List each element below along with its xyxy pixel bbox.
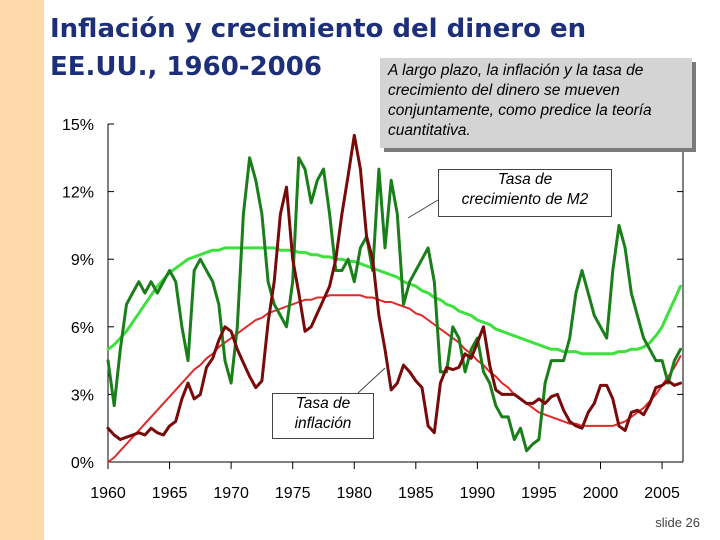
- x-tick-label: 1970: [213, 485, 249, 502]
- m2-callout-line-1: Tasa de: [497, 171, 553, 188]
- x-tick-label: 1975: [275, 485, 311, 502]
- slide-title: Inflación y crecimiento del dinero en EE…: [50, 10, 586, 86]
- m2-callout: Tasa de crecimiento de M2: [438, 169, 612, 217]
- y-tick-label: 6%: [71, 320, 94, 337]
- annotation-box: A largo plazo, la inflación y la tasa de…: [380, 58, 692, 148]
- m2-callout-line-2: crecimiento de M2: [461, 191, 589, 208]
- slide-number: slide 26: [655, 515, 700, 530]
- m2-trend-line: [106, 246, 682, 356]
- chart-ticks: 0% 3% 6% 9% 12% 15% 1960 1965 1970 1975 1980 1985 19…: [62, 117, 683, 502]
- annotation-line-1: A largo plazo, la inflación y la tasa de: [388, 62, 644, 79]
- inflation-trend-line: [107, 294, 682, 463]
- x-tick-label: 2000: [583, 485, 619, 502]
- y-tick-label: 3%: [71, 387, 94, 404]
- x-tick-label: 1990: [460, 485, 496, 502]
- x-tick-label: 2005: [644, 485, 680, 502]
- x-tick-label: 1960: [90, 485, 126, 502]
- y-tick-label: 12%: [62, 185, 94, 202]
- x-tick-label: 1980: [336, 485, 372, 502]
- inflation-line: [106, 133, 682, 441]
- chart-axes: [107, 124, 684, 463]
- x-tick-label: 1985: [398, 485, 434, 502]
- annotation-line-3: conjuntamente, como predice la teoría: [388, 102, 652, 119]
- m2-growth-line: [106, 156, 682, 453]
- y-tick-label: 0%: [71, 455, 94, 472]
- y-tick-label: 15%: [62, 117, 94, 134]
- title-line-1: Inflación y crecimiento del dinero en: [50, 14, 587, 44]
- accent-side-strip: [0, 0, 44, 540]
- inflation-callout-leader: [357, 367, 386, 394]
- m2-callout-leader: [407, 199, 439, 219]
- annotation-line-2: crecimiento del dinero se mueven: [388, 82, 620, 99]
- x-tick-label: 1965: [152, 485, 188, 502]
- inflation-callout-line-2: inflación: [294, 415, 352, 432]
- annotation-line-4: cuantitativa.: [388, 122, 471, 139]
- inflation-callout: Tasa de inflación: [272, 393, 374, 439]
- chart-series: [106, 133, 682, 463]
- callout-leaders: [357, 199, 439, 394]
- y-tick-label: 9%: [71, 252, 94, 269]
- inflation-callout-line-1: Tasa de: [295, 395, 351, 412]
- title-line-2: EE.UU., 1960-2006: [50, 52, 322, 82]
- x-tick-label: 1995: [521, 485, 557, 502]
